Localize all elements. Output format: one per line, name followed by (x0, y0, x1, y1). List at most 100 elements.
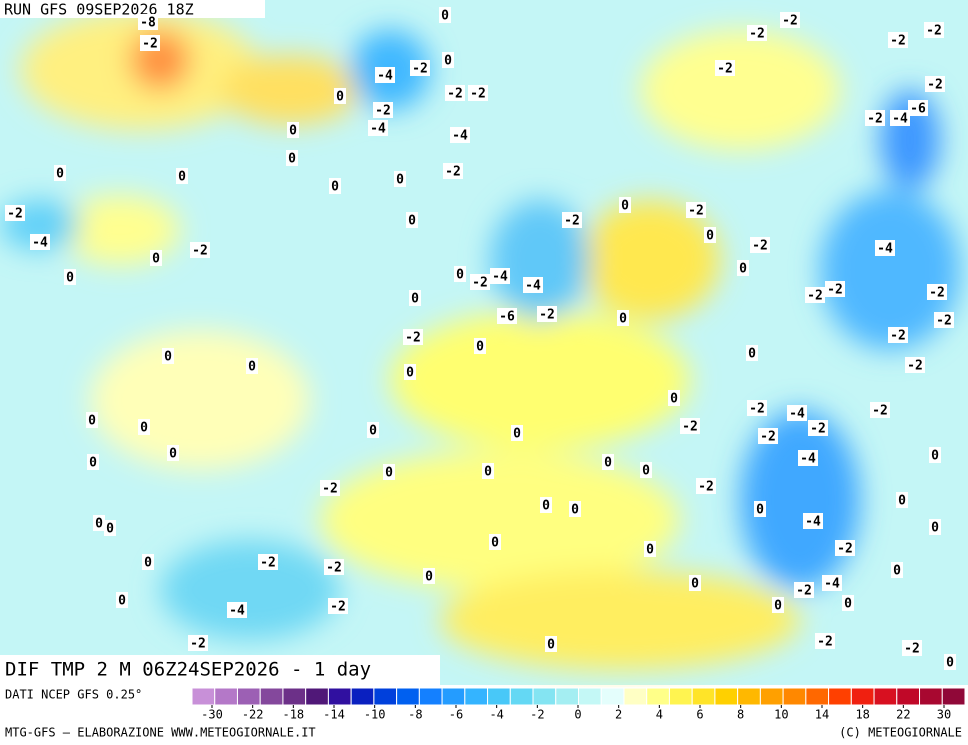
contour-label: -2 (539, 308, 555, 323)
color-scale: -30 -22 -18 -14 -10 -8 -6 -4 -2 0 2 4 6 8 10 14 18 22 30 (191, 687, 966, 722)
label-box (835, 540, 855, 556)
scale-swatch (623, 687, 648, 706)
scale-tick-label: 6 (696, 708, 703, 722)
label-box (619, 197, 631, 213)
contour-label: 0 (513, 427, 521, 442)
footer-right: (C) METEOGIORNALE (839, 726, 962, 740)
label-box (450, 127, 470, 143)
contour-label: -2 (760, 430, 776, 445)
label-box (944, 654, 956, 670)
contour-label: -2 (749, 27, 765, 42)
label-box (825, 281, 845, 297)
contour-label: -4 (805, 515, 821, 530)
source-label: DATI NCEP GFS 0.25° (5, 688, 142, 702)
label-box (890, 110, 910, 126)
contour-label: 0 (444, 54, 452, 69)
scale-tick-label: 10 (774, 708, 788, 722)
contour-label: 0 (547, 638, 555, 653)
contour-label: -4 (452, 129, 468, 144)
contour-label: -2 (837, 542, 853, 557)
footer-left: MTG-GFS — ELABORAZIONE WWW.METEOGIORNALE… (5, 726, 316, 740)
contour-label: -2 (564, 214, 580, 229)
contour-label: -4 (789, 407, 805, 422)
label-box (445, 85, 465, 101)
contour-label: -2 (688, 204, 704, 219)
scale-swatch (850, 687, 875, 706)
label-box (787, 405, 807, 421)
contour-label: 0 (178, 170, 186, 185)
label-box (404, 364, 416, 380)
contour-label: -2 (872, 404, 888, 419)
label-box (188, 635, 208, 651)
label-box (442, 52, 454, 68)
contour-label: -2 (752, 239, 768, 254)
scale-tick-label: 4 (656, 708, 663, 722)
contour-label: -2 (827, 283, 843, 298)
contour-label: 0 (691, 577, 699, 592)
scale-swatch (941, 687, 966, 706)
label-box (865, 110, 885, 126)
contour-label: 0 (169, 447, 177, 462)
scale-swatch (305, 687, 329, 706)
label-box (54, 165, 66, 181)
contour-label: -2 (447, 87, 463, 102)
contour-label: -2 (7, 207, 23, 222)
contour-label: 0 (140, 421, 148, 436)
contour-label: -4 (877, 242, 893, 257)
label-box (470, 274, 490, 290)
label-box (423, 568, 435, 584)
contour-label: 0 (336, 90, 344, 105)
label-box (150, 250, 162, 266)
label-box (227, 602, 247, 618)
scale-tick-label: -4 (489, 708, 503, 722)
scale-tick-label: 2 (615, 708, 622, 722)
scale-swatch (373, 687, 398, 706)
label-box (497, 308, 517, 324)
label-box (798, 450, 818, 466)
label-box (443, 163, 463, 179)
contour-label: 0 (164, 350, 172, 365)
contour-label: 0 (571, 503, 579, 518)
contour-label: -8 (140, 16, 156, 31)
label-box (896, 492, 908, 508)
contour-label: -4 (492, 270, 508, 285)
label-box (927, 284, 947, 300)
label-box (680, 418, 700, 434)
contour-label: 0 (898, 494, 906, 509)
label-box (875, 240, 895, 256)
scale-swatch (236, 687, 261, 706)
scale-swatch (600, 687, 625, 706)
label-box (334, 88, 346, 104)
label-box (540, 497, 552, 513)
contour-label: 0 (646, 543, 654, 558)
label-box (104, 520, 116, 536)
scale-swatch (714, 687, 739, 706)
contour-label: 0 (89, 456, 97, 471)
label-box (162, 348, 174, 364)
label-box (489, 534, 501, 550)
contour-label: -2 (445, 165, 461, 180)
label-box (329, 178, 341, 194)
scale-swatch (646, 687, 670, 706)
label-box (891, 562, 903, 578)
contour-label: -2 (260, 556, 276, 571)
label-box (87, 454, 99, 470)
label-box (93, 515, 105, 531)
label-box (545, 636, 557, 652)
contour-label: -2 (472, 276, 488, 291)
contour-label: -2 (682, 420, 698, 435)
map-title: DIF TMP 2 M 06Z24SEP2026 - 1 day (5, 659, 371, 681)
contour-label: -4 (32, 236, 48, 251)
label-box (138, 14, 158, 30)
label-box (780, 12, 800, 28)
contour-label: 0 (774, 599, 782, 614)
scale-swatch (327, 687, 352, 706)
contour-label: 0 (456, 268, 464, 283)
contour-label: 0 (56, 167, 64, 182)
contour-label: 0 (931, 521, 939, 536)
label-box (439, 7, 451, 23)
label-box (689, 575, 701, 591)
contour-label: 0 (408, 214, 416, 229)
